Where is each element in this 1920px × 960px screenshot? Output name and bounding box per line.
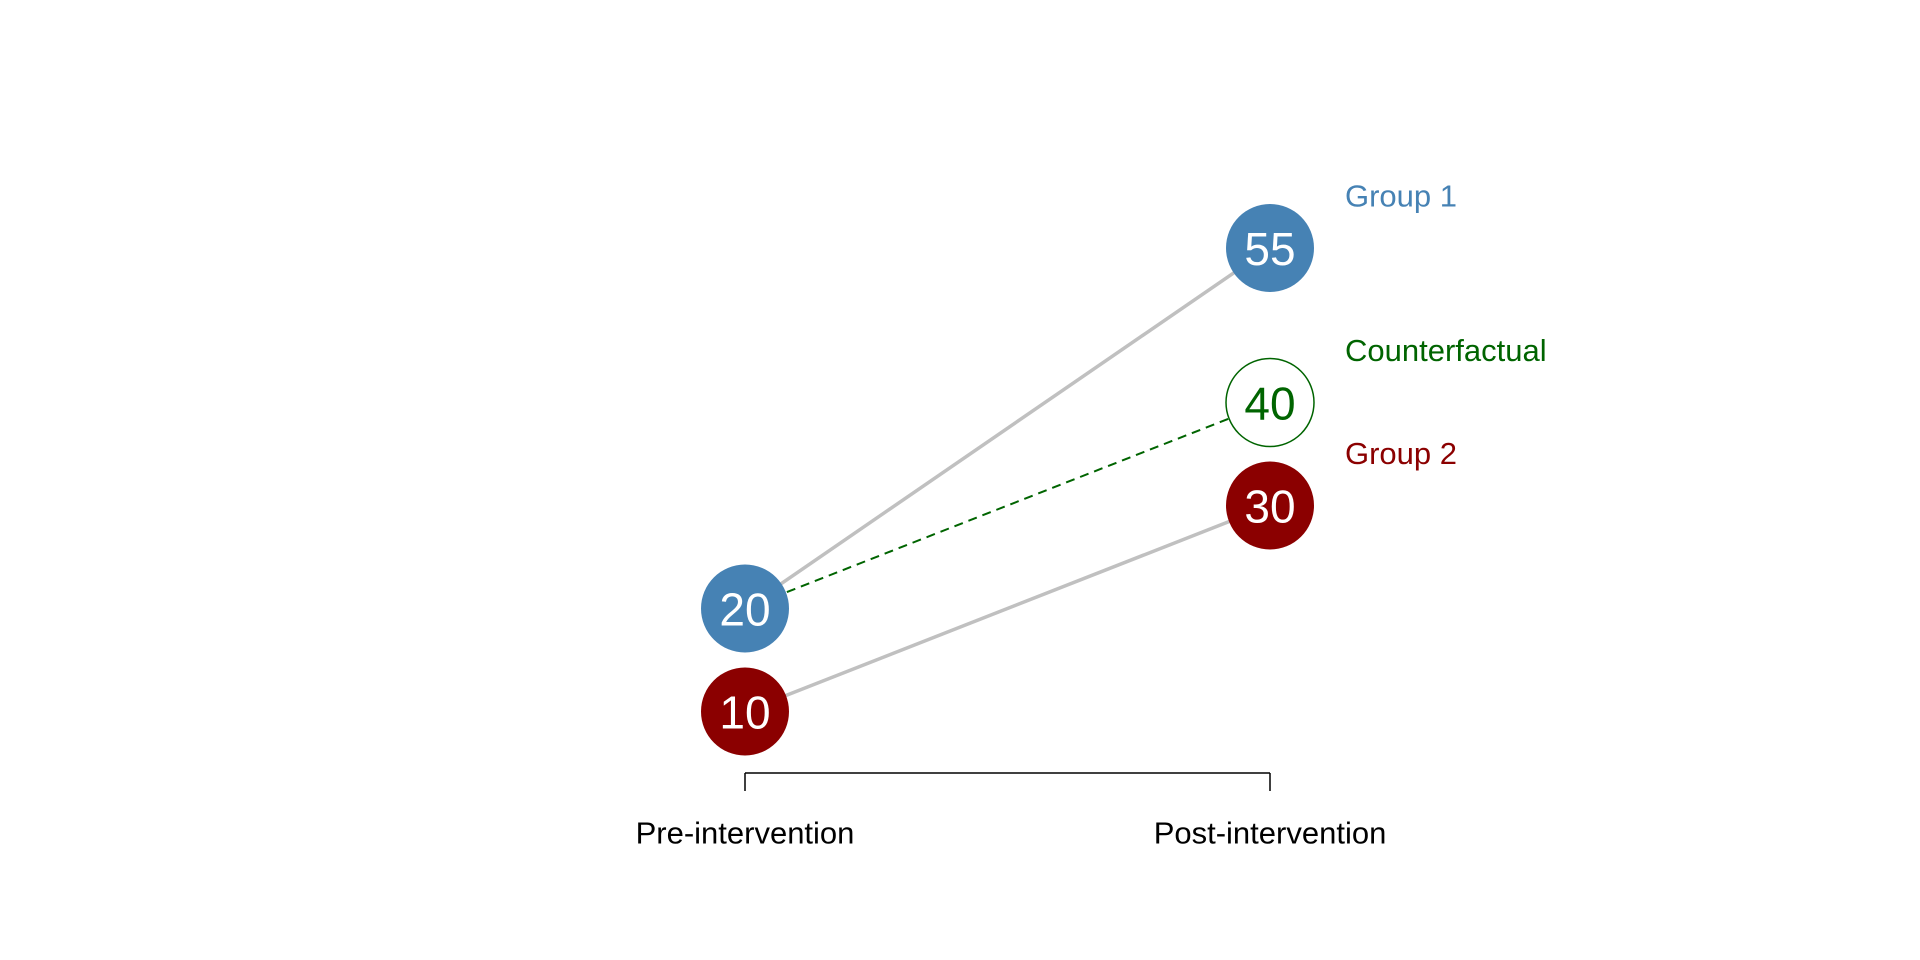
group-1-point-2 xyxy=(1226,204,1314,292)
x-tick-label-post-intervention: Post-intervention xyxy=(1154,816,1387,851)
group-2-series-label: Group 2 xyxy=(1345,436,1457,471)
x-axis: Pre-intervention Post-intervention xyxy=(636,772,1387,851)
group-2-value-label-2: 30 xyxy=(1244,481,1295,533)
x-tick-label-pre-intervention: Pre-intervention xyxy=(636,816,855,851)
group-2-line xyxy=(744,503,1271,714)
group-1-value-label-2: 55 xyxy=(1244,223,1295,275)
counterfactual-point-2 xyxy=(1225,357,1315,448)
group-2-point-1 xyxy=(701,667,789,756)
group-1-point-1 xyxy=(701,564,789,653)
labels-layer: Group 1 Counterfactual Group 2 xyxy=(1345,179,1547,472)
counterfactual-series-label: Counterfactual xyxy=(1345,333,1547,368)
group-1-line xyxy=(744,246,1271,610)
lines-layer xyxy=(744,246,1271,714)
points-layer: 20 55 40 10 30 xyxy=(701,204,1315,756)
counterfactual-line xyxy=(744,401,1271,610)
group-2-point-2 xyxy=(1226,461,1314,550)
group-2-value-label-1: 10 xyxy=(719,687,770,739)
counterfactual-value-label-2: 40 xyxy=(1244,378,1295,430)
group-1-series-label: Group 1 xyxy=(1345,179,1457,214)
group-1-value-label-1: 20 xyxy=(719,584,770,636)
